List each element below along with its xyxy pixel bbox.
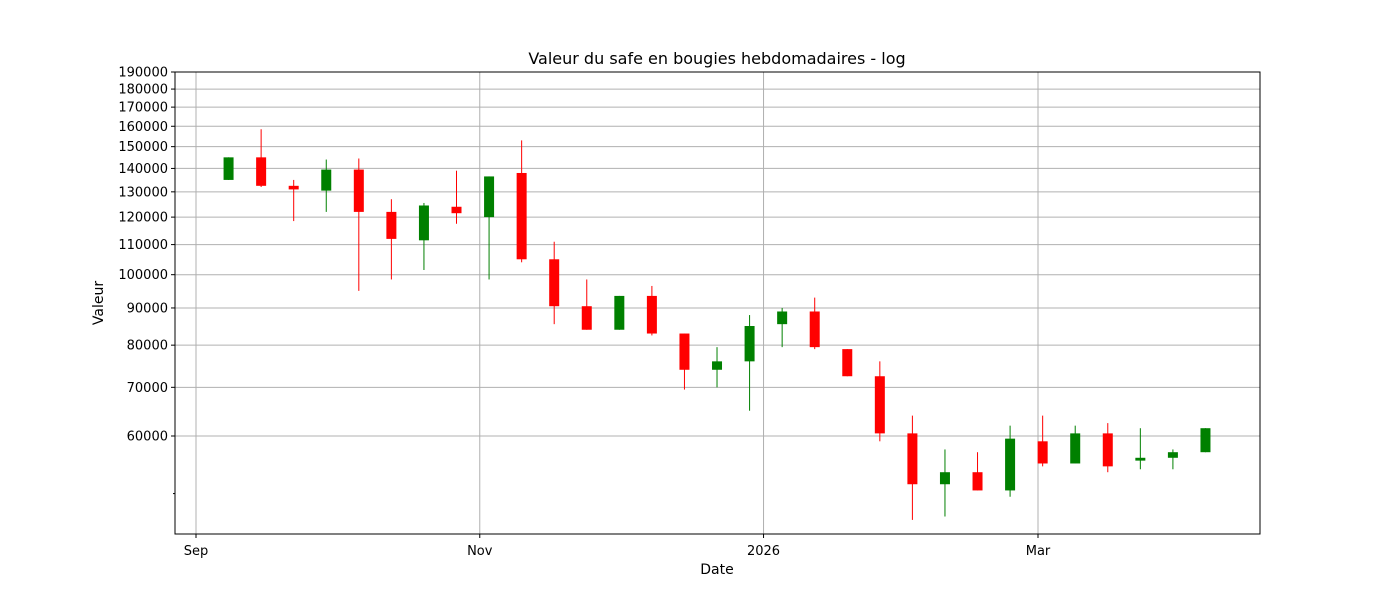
x-tick-label: Nov: [467, 544, 493, 559]
candle-up: [777, 307, 788, 348]
candle-body: [451, 206, 462, 214]
candle-down: [451, 170, 462, 224]
chart-title: Valeur du safe en bougies hebdomadaires …: [528, 49, 905, 68]
candle-down: [874, 361, 885, 442]
candle-up: [321, 159, 332, 212]
candle-body: [939, 472, 950, 485]
candle-up: [484, 176, 495, 280]
y-tick-label: 100000: [118, 268, 168, 283]
x-tick-label: Mar: [1026, 544, 1051, 559]
candle-body: [646, 295, 657, 334]
candle-body: [679, 333, 690, 370]
candle-down: [288, 179, 299, 222]
candle-body: [614, 295, 625, 330]
candle-up: [1005, 425, 1016, 497]
candle-down: [353, 158, 364, 291]
candle-body: [418, 205, 429, 241]
candle-body: [1167, 452, 1178, 458]
y-tick-label: 140000: [118, 162, 168, 177]
candles: [223, 129, 1211, 520]
candle-body: [842, 349, 853, 377]
candle-up: [1167, 449, 1178, 470]
candle-body: [809, 311, 820, 348]
y-tick-label: 170000: [118, 101, 168, 116]
y-tick-label: 60000: [127, 430, 168, 445]
candle-body: [1200, 428, 1211, 453]
candle-body: [353, 169, 364, 212]
candle-up: [418, 202, 429, 270]
y-tick-label: 180000: [118, 83, 168, 98]
candle-down: [972, 452, 983, 491]
candle-up: [744, 315, 755, 411]
candle-body: [1102, 433, 1113, 467]
candle-body: [581, 306, 592, 330]
candle-down: [679, 333, 690, 390]
candle-body: [386, 211, 397, 239]
candle-body: [1135, 457, 1146, 461]
candle-down: [646, 285, 657, 336]
candle-down: [386, 199, 397, 280]
candle-down: [516, 140, 527, 263]
candle-down: [842, 349, 853, 377]
candle-body: [972, 472, 983, 491]
candle-body: [777, 311, 788, 325]
candle-body: [712, 361, 723, 370]
candle-down: [581, 279, 592, 330]
candle-down: [907, 415, 918, 520]
candle-down: [549, 241, 560, 325]
candle-down: [809, 297, 820, 350]
x-tick-label: 2026: [747, 544, 780, 559]
candle-body: [256, 157, 267, 186]
candle-body: [223, 157, 234, 180]
candle-body: [874, 376, 885, 434]
candle-up: [712, 347, 723, 388]
y-tick-label: 130000: [118, 185, 168, 200]
candle-up: [614, 295, 625, 330]
y-tick-label: 190000: [118, 66, 168, 81]
candle-body: [321, 169, 332, 191]
candle-down: [256, 129, 267, 188]
candle-body: [288, 185, 299, 190]
candle-body: [516, 172, 527, 260]
candle-up: [223, 157, 234, 180]
candle-body: [549, 259, 560, 307]
y-tick-label: 150000: [118, 140, 168, 155]
y-tick-label: 90000: [127, 301, 168, 316]
x-axis-label: Date: [700, 562, 733, 578]
y-tick-label: 80000: [127, 339, 168, 354]
candle-body: [1070, 433, 1081, 464]
candle-body: [907, 433, 918, 485]
candle-body: [1037, 441, 1048, 464]
candle-up: [1070, 425, 1081, 464]
candle-up: [1200, 428, 1211, 453]
candle-down: [1102, 423, 1113, 473]
candle-body: [744, 326, 755, 362]
candle-body: [484, 176, 495, 218]
y-tick-label: 110000: [118, 238, 168, 253]
candle-body: [1005, 438, 1016, 491]
plot-frame: [174, 71, 1261, 535]
axis-ticks: 60000 70000 80000 90000 100000 110000 120000 13…: [118, 66, 1051, 560]
y-tick-label: 160000: [118, 120, 168, 135]
y-tick-label: 70000: [127, 381, 168, 396]
y-axis-label: Valeur: [91, 281, 107, 325]
candle-up: [939, 449, 950, 517]
y-tick-label: 120000: [118, 211, 168, 226]
candle-up: [1135, 428, 1146, 470]
x-tick-label: Sep: [184, 544, 209, 559]
candle-down: [1037, 415, 1048, 467]
